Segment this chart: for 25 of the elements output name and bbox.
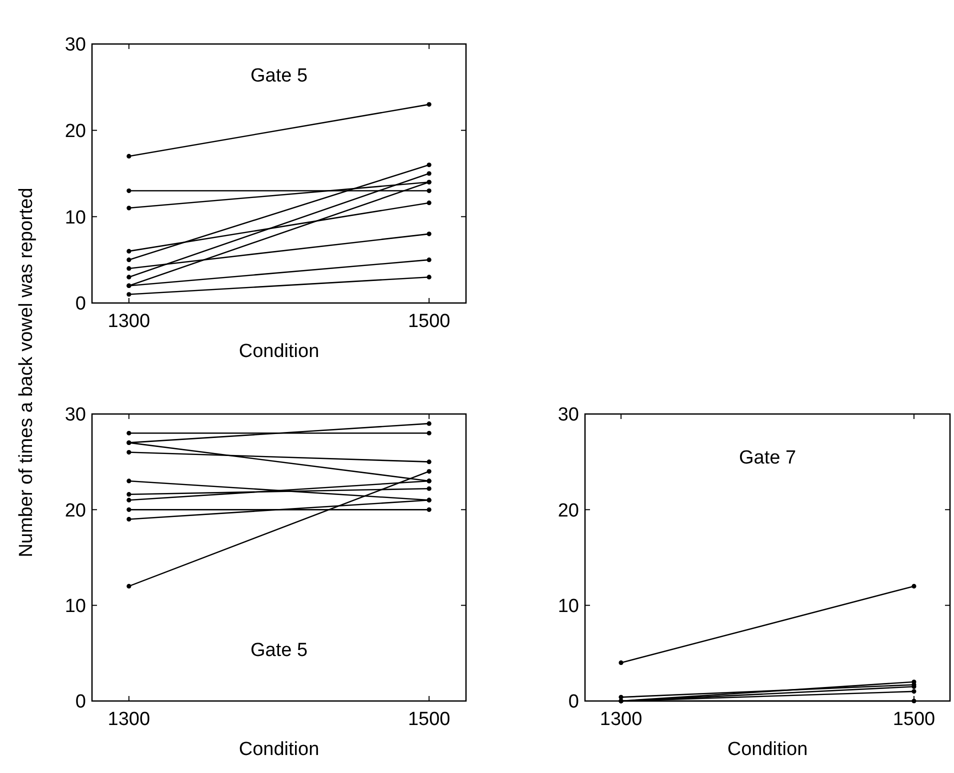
y-tick-label: 10 (64, 207, 86, 228)
y-tick-label: 0 (568, 692, 579, 713)
x-tick-label: 1300 (108, 311, 150, 332)
x-tick-label: 1500 (892, 709, 936, 730)
x-axis-title: Condition (238, 739, 320, 760)
y-tick-label: 10 (558, 596, 579, 617)
y-tick-label: 30 (64, 404, 86, 426)
y-tick-label: 20 (64, 500, 86, 522)
y-tick-label: 0 (75, 294, 86, 315)
annotation: Gate 5 (250, 640, 308, 661)
y-tick-label: 0 (75, 692, 86, 713)
x-tick-label: 1500 (408, 709, 450, 730)
x-tick-label: 1300 (108, 709, 150, 730)
y-tick-label: 30 (558, 404, 579, 426)
y-tick-label: 30 (64, 34, 86, 56)
annotation: Gate 5 (250, 66, 308, 87)
y-tick-label: 20 (558, 500, 579, 522)
y-axis-title: Number of times a back vowel was reported (16, 188, 37, 558)
y-tick-label: 10 (64, 596, 86, 617)
annotation: Gate 7 (738, 448, 796, 469)
x-tick-label: 1300 (600, 709, 642, 730)
x-axis-title: Condition (238, 341, 320, 362)
x-tick-label: 1500 (408, 311, 450, 332)
y-tick-label: 20 (64, 120, 86, 142)
x-axis-title: Condition (727, 739, 808, 760)
